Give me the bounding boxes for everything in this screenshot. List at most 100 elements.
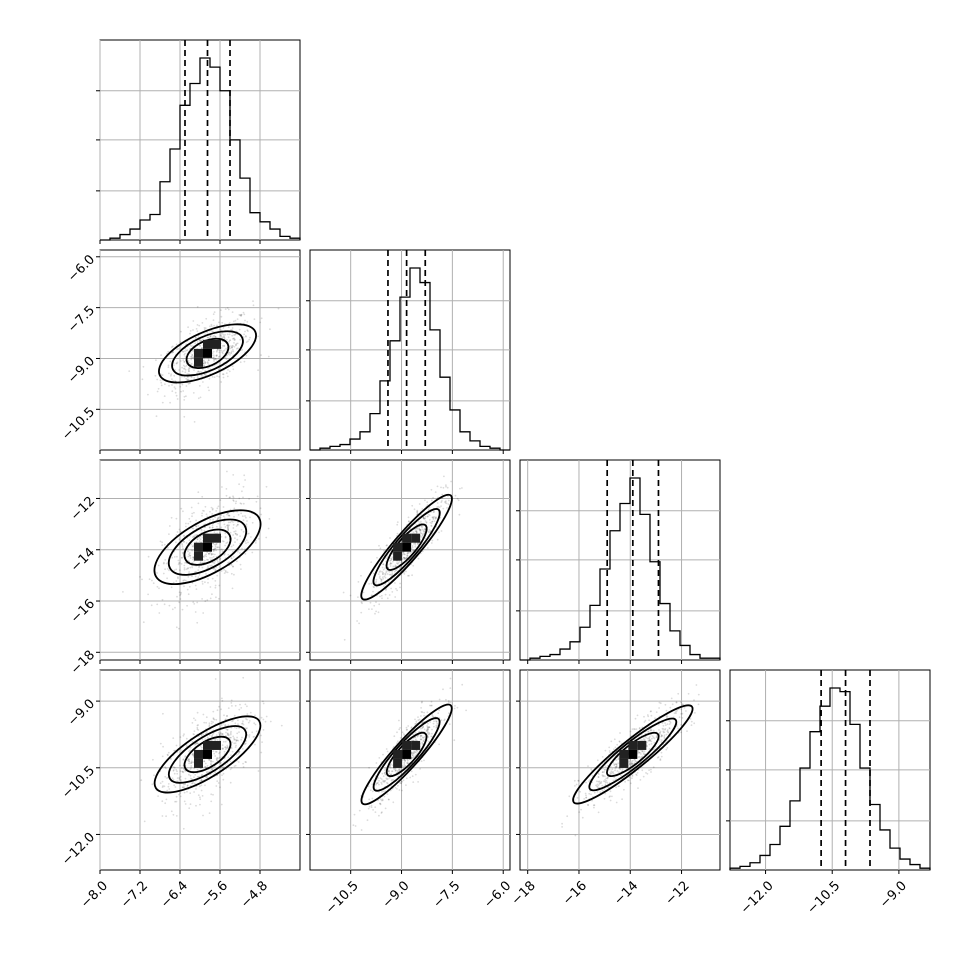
sample-point (631, 774, 634, 776)
sample-point (420, 727, 422, 730)
sample-point (181, 350, 184, 353)
sample-point (396, 521, 399, 523)
sample-point (221, 337, 224, 339)
sample-point (222, 772, 225, 775)
sample-point (198, 566, 200, 569)
sample-point (187, 567, 190, 569)
sample-point (608, 768, 611, 771)
sample-point (176, 770, 178, 773)
sample-point (650, 743, 653, 745)
sample-point (242, 496, 244, 499)
sample-point (380, 580, 383, 583)
sample-point (210, 564, 213, 567)
sample-point (233, 765, 236, 768)
sample-point (241, 722, 244, 725)
sample-point (190, 549, 193, 552)
sample-point (428, 732, 430, 734)
sample-point (232, 495, 234, 498)
sample-point (195, 804, 197, 807)
sample-point (399, 727, 401, 729)
sample-point (186, 790, 188, 793)
sample-point (182, 827, 185, 830)
sample-point (381, 576, 384, 579)
x-tick-label: −16 (560, 878, 590, 908)
sample-point (216, 324, 218, 327)
sample-point (396, 589, 398, 592)
sample-point (389, 766, 392, 769)
sample-point (236, 550, 239, 553)
sample-point (184, 365, 186, 368)
sample-point (657, 723, 660, 726)
sample-point (197, 397, 200, 400)
sample-point (360, 601, 363, 604)
sample-point (182, 351, 185, 353)
sample-point (223, 750, 226, 753)
sample-point (176, 595, 178, 598)
sample-point (205, 555, 208, 558)
sample-point (384, 567, 386, 569)
sample-point (382, 563, 385, 566)
sample-point (418, 529, 421, 532)
sample-point (405, 570, 407, 573)
sample-point (201, 495, 204, 498)
sample-point (372, 585, 375, 588)
sample-point (415, 530, 418, 533)
sample-point (381, 566, 384, 569)
sample-point (666, 715, 669, 718)
sample-point (423, 518, 425, 520)
sample-point (182, 390, 185, 392)
sample-point (227, 369, 229, 371)
sample-point (389, 537, 391, 539)
sample-point (230, 747, 233, 749)
sample-point (192, 545, 195, 548)
sample-point (638, 756, 641, 758)
sample-point (206, 736, 209, 739)
sample-point (161, 598, 164, 601)
sample-point (357, 596, 359, 598)
sample-point (426, 729, 429, 732)
sample-point (139, 576, 141, 578)
sample-point (227, 525, 229, 527)
sample-point (422, 517, 425, 520)
sample-point (227, 733, 230, 736)
sample-point (233, 726, 236, 729)
sample-point (179, 779, 182, 781)
sample-point (202, 364, 205, 367)
sample-point (212, 542, 215, 545)
sample-point (417, 719, 420, 722)
sample-point (237, 752, 240, 755)
sample-point (426, 515, 429, 518)
sample-point (244, 761, 247, 763)
sample-point (209, 557, 212, 559)
sample-point (603, 797, 606, 800)
sample-point (183, 353, 186, 356)
sample-point (419, 522, 421, 524)
sample-point (241, 748, 244, 750)
sample-point (423, 738, 426, 741)
sample-point (191, 354, 194, 357)
sample-point (201, 322, 204, 324)
sample-point (427, 736, 430, 738)
sample-point (220, 347, 223, 349)
sample-point (188, 773, 190, 776)
sample-point (197, 525, 200, 527)
sample-point (201, 734, 203, 737)
sample-point (193, 743, 196, 746)
sample-point (618, 785, 621, 787)
sample-point (431, 714, 434, 717)
sample-point (383, 781, 386, 783)
sample-point (227, 562, 229, 564)
sample-point (181, 786, 184, 788)
sample-point (218, 584, 221, 587)
sample-point (630, 760, 633, 763)
density-core-cell (203, 740, 212, 750)
sample-point (693, 699, 695, 701)
sample-point (206, 336, 209, 339)
sample-point (155, 415, 158, 418)
sample-point (171, 777, 174, 780)
sample-point (588, 780, 591, 783)
sample-point (210, 553, 213, 556)
sample-point (201, 536, 204, 539)
sample-point (423, 531, 426, 534)
sample-point (411, 545, 414, 547)
